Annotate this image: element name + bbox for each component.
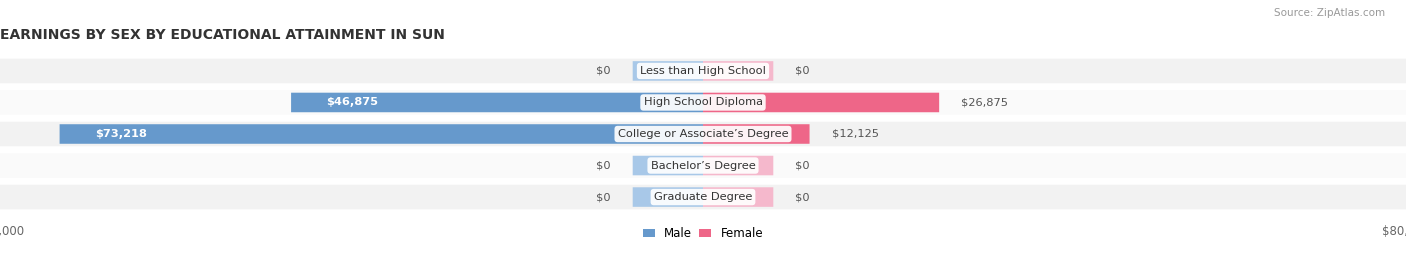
Text: High School Diploma: High School Diploma	[644, 98, 762, 107]
Text: $46,875: $46,875	[326, 98, 378, 107]
Text: Source: ZipAtlas.com: Source: ZipAtlas.com	[1274, 8, 1385, 18]
FancyBboxPatch shape	[633, 187, 703, 207]
Text: $0: $0	[796, 161, 810, 170]
FancyBboxPatch shape	[59, 124, 703, 144]
FancyBboxPatch shape	[0, 185, 1406, 209]
Text: $0: $0	[796, 66, 810, 76]
FancyBboxPatch shape	[0, 122, 1406, 146]
Text: $0: $0	[596, 66, 610, 76]
Text: Graduate Degree: Graduate Degree	[654, 192, 752, 202]
Text: EARNINGS BY SEX BY EDUCATIONAL ATTAINMENT IN SUN: EARNINGS BY SEX BY EDUCATIONAL ATTAINMEN…	[0, 28, 444, 42]
FancyBboxPatch shape	[633, 61, 703, 81]
Text: College or Associate’s Degree: College or Associate’s Degree	[617, 129, 789, 139]
FancyBboxPatch shape	[0, 153, 1406, 178]
FancyBboxPatch shape	[633, 156, 703, 175]
Text: $0: $0	[596, 192, 610, 202]
Text: $73,218: $73,218	[94, 129, 146, 139]
Legend: Male, Female: Male, Female	[638, 222, 768, 245]
FancyBboxPatch shape	[703, 93, 939, 112]
Text: $0: $0	[596, 161, 610, 170]
FancyBboxPatch shape	[291, 93, 703, 112]
Text: Less than High School: Less than High School	[640, 66, 766, 76]
Text: $12,125: $12,125	[831, 129, 879, 139]
FancyBboxPatch shape	[0, 59, 1406, 83]
FancyBboxPatch shape	[703, 187, 773, 207]
Text: $26,875: $26,875	[962, 98, 1008, 107]
FancyBboxPatch shape	[703, 61, 773, 81]
FancyBboxPatch shape	[703, 124, 810, 144]
FancyBboxPatch shape	[703, 156, 773, 175]
Text: Bachelor’s Degree: Bachelor’s Degree	[651, 161, 755, 170]
Text: $0: $0	[796, 192, 810, 202]
FancyBboxPatch shape	[0, 90, 1406, 115]
